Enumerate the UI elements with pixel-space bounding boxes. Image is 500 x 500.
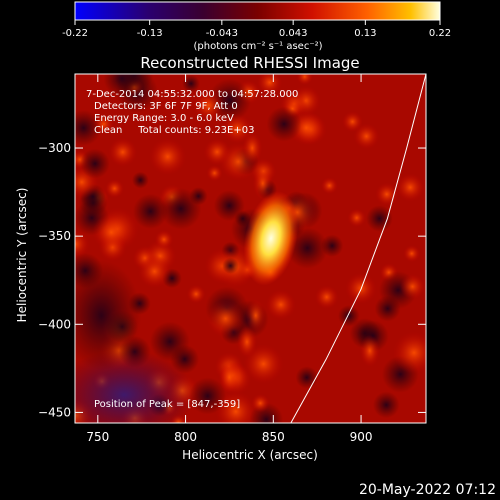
- heatmap-cell: [92, 213, 130, 251]
- y-tick-label: −450: [38, 405, 71, 419]
- heatmap-cell: [393, 331, 426, 374]
- emission-feature: [236, 325, 257, 358]
- heatmap-cell: [353, 123, 380, 150]
- emission-feature: [252, 167, 273, 200]
- heatmap-cell: [222, 113, 253, 144]
- y-tick-label: −300: [38, 141, 71, 155]
- plot-frame: [74, 73, 427, 424]
- colorbar-frame: [74, 1, 441, 21]
- heatmap-cell: [160, 188, 202, 230]
- heatmap-cell: [243, 344, 284, 384]
- emission-feature: [359, 334, 380, 367]
- colorbar-ticks: -0.22 -0.13 -0.043 0.043 0.13 0.22: [62, 20, 451, 39]
- emission-feature: [245, 299, 266, 332]
- peak-position-label: Position of Peak = [847,-359]: [94, 399, 240, 410]
- heatmap-cell: [399, 273, 426, 300]
- heatmap-cell: [396, 173, 425, 202]
- negative-region: [75, 260, 142, 371]
- heatmap-cell: [257, 74, 283, 95]
- axis-ticks: 750 800 850 900 −300 −350 −400 −450: [38, 74, 426, 444]
- heatmap-cell: [375, 182, 399, 206]
- colorbar-tick-label: 0.22: [429, 28, 451, 39]
- y-tick-label: −350: [38, 229, 71, 243]
- heatmap-cell: [314, 285, 339, 309]
- solar-limb: [290, 74, 426, 423]
- colorbar-tick-label: 0.043: [279, 28, 308, 39]
- heatmap-cell: [103, 74, 141, 97]
- peak-source: [243, 191, 299, 286]
- heatmap-cell: [372, 391, 400, 419]
- heatmap-cell: [132, 193, 169, 229]
- y-axis-label: Heliocentric Y (arcsec): [15, 188, 29, 323]
- heatmap-cell: [266, 106, 302, 142]
- heatmap-cell: [347, 208, 366, 228]
- emission-feature: [219, 361, 240, 394]
- x-axis-label: Heliocentric X (arcsec): [182, 448, 318, 462]
- heatmap-cell: [321, 177, 338, 195]
- heatmap-cell: [295, 366, 318, 389]
- heatmap-cell: [75, 229, 90, 259]
- colorbar-bar: [75, 2, 440, 20]
- heatmap-cell: [93, 114, 114, 135]
- heatmap-cell: [374, 295, 401, 322]
- heatmap-cell: [366, 205, 393, 232]
- colorbar-label: (photons cm⁻² s⁻¹ asec⁻²): [193, 41, 322, 52]
- heatmap-cell: [138, 254, 172, 288]
- heatmap-image: [75, 74, 426, 423]
- heatmap-cell: [131, 171, 149, 189]
- x-tick-label: 850: [262, 430, 285, 444]
- annotation-clean: Clean Total counts: 9.23E+03: [94, 125, 254, 136]
- annotation-detectors: Detectors: 3F 6F 7F 9F, Att 0: [94, 101, 238, 112]
- chart-title: Reconstructed RHESSI Image: [140, 54, 359, 72]
- heatmap-cell: [213, 190, 245, 222]
- y-tick-label: −400: [38, 317, 71, 331]
- heatmap-cell: [251, 393, 270, 413]
- colorbar-tick-label: -0.22: [62, 28, 88, 39]
- x-tick-label: 900: [350, 430, 373, 444]
- heatmap-cell: [149, 138, 187, 176]
- heatmap-cell: [182, 74, 200, 93]
- colorbar-tick-label: 0.13: [354, 28, 376, 39]
- heatmap-cell: [337, 305, 360, 327]
- heatmap-cell: [108, 137, 138, 167]
- x-tick-label: 800: [174, 430, 197, 444]
- colorbar-tick-label: -0.13: [137, 28, 163, 39]
- heatmap-cell: [342, 111, 363, 132]
- heatmap-cell: [79, 148, 110, 179]
- timestamp: 20-May-2022 07:12: [359, 482, 496, 498]
- heatmap-cell: [296, 74, 313, 85]
- heatmap-cell: [105, 179, 124, 198]
- heatmap-cell: [222, 257, 239, 275]
- heatmap-cell: [75, 110, 102, 146]
- heatmap-cell: [186, 284, 206, 304]
- annotation-energy: Energy Range: 3.0 - 6.0 keV: [94, 113, 234, 124]
- heatmap-cell: [265, 289, 296, 320]
- heatmap-cell: [206, 165, 223, 182]
- heatmap-cell: [189, 377, 227, 415]
- x-tick-label: 750: [86, 430, 109, 444]
- heatmap-cell: [206, 299, 245, 338]
- heatmap-cell: [320, 234, 344, 257]
- heatmap-cell: [154, 230, 174, 249]
- annotation-time-range: 7-Dec-2014 04:55:32.000 to 04:57:28.000: [86, 89, 298, 100]
- heatmap-cell: [403, 245, 421, 263]
- colorbar-tick-label: -0.043: [206, 28, 238, 39]
- emission-feature: [242, 132, 263, 165]
- heatmap-cell: [193, 90, 224, 121]
